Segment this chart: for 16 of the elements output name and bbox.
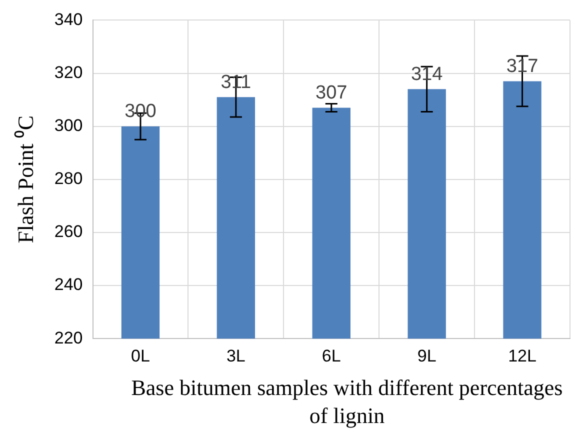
y-tick-label: 340 (54, 10, 83, 29)
y-tick-label: 280 (54, 169, 83, 188)
x-tick-label: 6L (322, 346, 341, 366)
y-tick-label: 300 (54, 116, 83, 136)
data-label: 300 (124, 101, 156, 122)
data-label: 307 (316, 82, 348, 104)
x-axis-title: Base bitumen samples with different percentages of lignin (130, 374, 564, 430)
x-tick-label: 9L (417, 346, 436, 366)
y-axis-title: Flash Point ⁰C (12, 115, 38, 244)
x-tick-label: 0L (131, 346, 150, 366)
y-tick-label: 260 (54, 222, 83, 242)
y-tick-label: 240 (54, 275, 83, 294)
y-tick-label: 320 (54, 62, 83, 82)
x-tick-label: 12L (508, 346, 536, 366)
x-tick-label: 3L (226, 346, 246, 366)
y-tick-label: 220 (54, 328, 83, 348)
